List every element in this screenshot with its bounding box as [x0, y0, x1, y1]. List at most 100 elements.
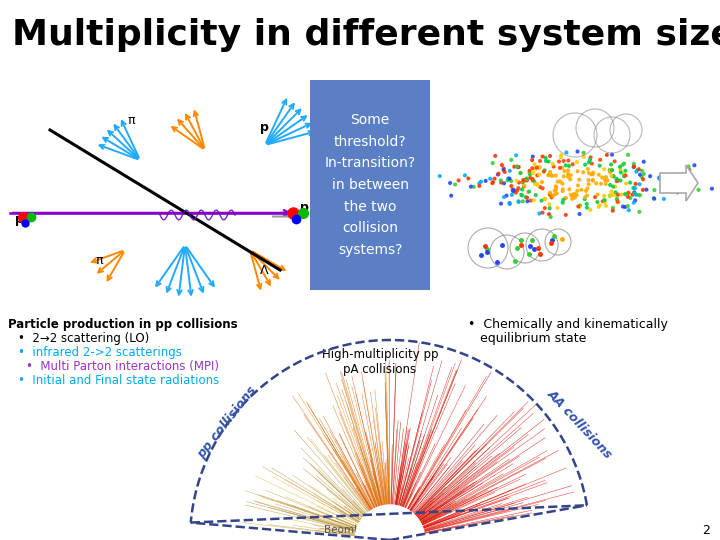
Point	[622, 202, 634, 211]
Point	[550, 182, 562, 191]
Point	[631, 167, 642, 176]
Point	[628, 163, 639, 171]
Point	[504, 166, 516, 175]
Point	[515, 168, 526, 177]
Point	[637, 186, 649, 194]
Point	[536, 197, 547, 205]
Point	[511, 162, 523, 171]
Circle shape	[355, 505, 425, 540]
Point	[574, 210, 585, 218]
Point	[558, 157, 570, 165]
Point	[686, 184, 698, 193]
Point	[563, 161, 575, 170]
Point	[517, 197, 528, 206]
Point	[528, 177, 540, 186]
Point	[560, 161, 572, 170]
Point	[511, 186, 523, 195]
Point	[575, 201, 586, 210]
Point	[512, 163, 523, 171]
Point	[662, 177, 674, 186]
Point	[672, 188, 683, 197]
Point	[542, 171, 554, 179]
Point	[654, 174, 665, 183]
Point	[655, 171, 667, 180]
Point	[631, 166, 643, 174]
Point	[446, 191, 457, 200]
Point	[525, 196, 536, 205]
Point	[513, 198, 524, 206]
Point	[633, 165, 644, 173]
Point	[615, 176, 626, 185]
Point	[608, 172, 619, 180]
Point	[585, 206, 596, 214]
Point	[459, 171, 471, 180]
Point	[582, 176, 594, 185]
Point	[498, 164, 509, 173]
Point	[618, 172, 630, 180]
Text: AA collisions: AA collisions	[545, 387, 616, 461]
Point	[587, 176, 598, 185]
Point	[534, 163, 546, 172]
Point	[662, 172, 674, 181]
Point	[592, 190, 603, 199]
Point	[657, 180, 668, 188]
Point	[693, 186, 704, 194]
Point	[658, 181, 670, 190]
Point	[570, 191, 581, 199]
Point	[620, 171, 631, 180]
Point	[641, 185, 652, 194]
Point	[571, 191, 582, 199]
Point	[434, 172, 446, 180]
Point	[521, 174, 533, 183]
Point	[502, 176, 513, 185]
Point	[524, 173, 536, 182]
Point	[554, 177, 566, 186]
Text: •  Chemically and kinematically: • Chemically and kinematically	[468, 318, 668, 331]
Point	[559, 167, 570, 176]
Point	[555, 153, 567, 161]
Point	[618, 159, 630, 168]
Point	[487, 178, 498, 187]
Point	[489, 174, 500, 183]
Point	[706, 184, 718, 193]
Point	[540, 157, 552, 165]
Point	[543, 157, 554, 166]
Point	[565, 191, 577, 199]
Point	[577, 168, 589, 177]
Point	[553, 157, 564, 166]
Point	[511, 177, 523, 185]
Point	[562, 156, 574, 165]
Point	[487, 159, 498, 167]
Point	[630, 191, 642, 199]
Point	[585, 153, 596, 161]
Point	[565, 171, 577, 179]
Point	[557, 198, 569, 207]
Point	[449, 180, 461, 189]
Point	[453, 176, 464, 185]
Point	[557, 185, 569, 194]
Point	[503, 174, 514, 183]
Point	[499, 167, 510, 176]
Point	[580, 186, 592, 195]
Point	[619, 202, 631, 211]
Point	[527, 176, 539, 185]
Point	[480, 177, 491, 185]
Point	[474, 181, 485, 190]
Point	[607, 206, 618, 215]
Text: p: p	[15, 213, 24, 226]
Point	[656, 181, 667, 190]
Point	[688, 161, 700, 170]
Point	[579, 193, 590, 202]
Point	[524, 166, 536, 175]
Point	[610, 188, 621, 197]
Point	[616, 190, 627, 199]
Point	[569, 193, 580, 202]
Point	[557, 195, 569, 204]
Point	[517, 178, 528, 187]
Point	[537, 184, 549, 193]
Point	[531, 179, 543, 188]
Point	[606, 187, 617, 196]
Point	[492, 170, 504, 178]
Point	[544, 204, 555, 213]
Point	[595, 156, 606, 164]
